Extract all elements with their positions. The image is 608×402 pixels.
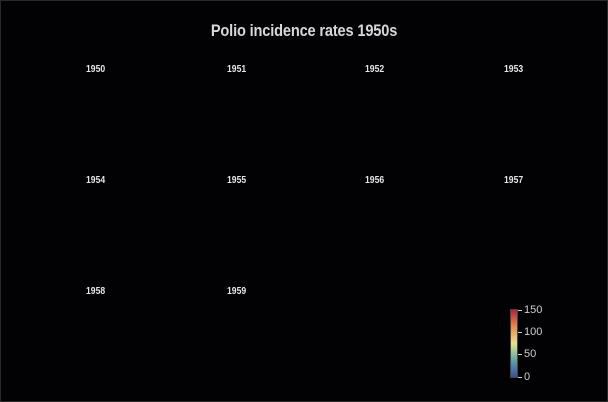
colorbar-tick bbox=[518, 354, 522, 356]
facet-1952: 1952 bbox=[365, 64, 485, 154]
chart-title: Polio incidence rates 1950s bbox=[210, 21, 398, 40]
facet-label: 1956 bbox=[365, 175, 385, 186]
facet-1959: 1959 bbox=[227, 286, 347, 376]
facet-label: 1953 bbox=[504, 64, 524, 75]
colorbar-tick-label: 150 bbox=[524, 303, 543, 316]
colorbar-tick bbox=[518, 309, 522, 311]
facet-label: 1959 bbox=[227, 286, 247, 297]
facet-1957: 1957 bbox=[504, 175, 608, 265]
colorbar-tick bbox=[518, 331, 522, 333]
facet-label: 1950 bbox=[86, 64, 106, 75]
colorbar-tick-label: 100 bbox=[524, 325, 543, 338]
facet-label: 1951 bbox=[227, 64, 247, 75]
facet-1956: 1956 bbox=[365, 175, 485, 265]
facet-label: 1955 bbox=[227, 175, 247, 186]
facet-1950: 1950 bbox=[86, 64, 206, 154]
facet-1951: 1951 bbox=[227, 64, 347, 154]
facet-label: 1958 bbox=[86, 286, 106, 297]
colorbar-tick-label: 50 bbox=[524, 348, 537, 361]
facet-1958: 1958 bbox=[86, 286, 206, 376]
facet-label: 1954 bbox=[86, 175, 106, 186]
colorbar-ramp bbox=[510, 309, 518, 378]
facet-1954: 1954 bbox=[86, 175, 206, 265]
facet-label: 1952 bbox=[365, 64, 385, 75]
colorbar-legend: 0 50 100 150 bbox=[508, 303, 568, 382]
facet-label: 1957 bbox=[504, 175, 524, 186]
colorbar-tick bbox=[518, 376, 522, 378]
facet-1955: 1955 bbox=[227, 175, 347, 265]
colorbar-tick-label: 0 bbox=[524, 370, 531, 383]
facet-1953: 1953 bbox=[504, 64, 608, 154]
